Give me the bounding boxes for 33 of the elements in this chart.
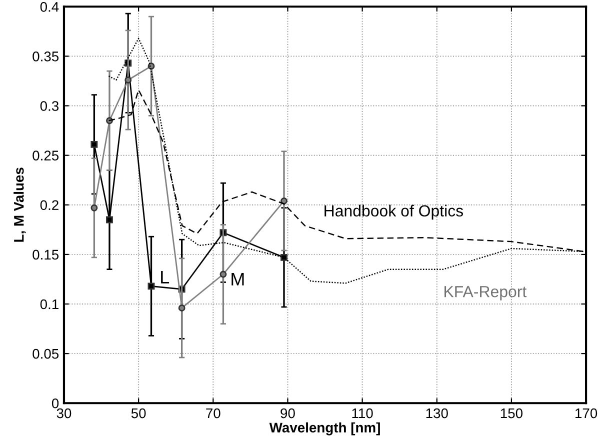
x-tick-label: 130	[426, 408, 448, 418]
annotation: M	[232, 272, 244, 286]
point	[178, 304, 186, 312]
point	[106, 216, 113, 224]
y-tick-label: 0.15	[32, 250, 59, 260]
point	[148, 282, 155, 290]
x-tick-label: 50	[131, 408, 146, 418]
x-tick-label: 150	[500, 408, 523, 418]
y-tick-label: 0.1	[40, 299, 58, 310]
point	[124, 76, 132, 84]
annotation: Handbook of Optics	[324, 204, 464, 220]
y-tick-label: 0.25	[32, 150, 59, 160]
x-tick-label: 70	[206, 408, 220, 418]
point	[280, 254, 288, 261]
x-tick-label: 30	[56, 408, 72, 418]
point	[148, 62, 155, 70]
x-tick-label: 90	[280, 408, 295, 418]
x-tick-label: 110	[352, 408, 373, 418]
y-tick-label: 0.05	[32, 348, 59, 359]
x-tick-label: 170	[576, 408, 598, 418]
y-axis-title: L, M Values	[14, 168, 26, 242]
annotation: L	[161, 270, 170, 284]
y-tick-label: 0.3	[40, 101, 59, 111]
y-tick-label: 0.2	[40, 200, 58, 210]
y-tick-label: 0.35	[32, 52, 59, 62]
annotation: KFA-Report	[444, 286, 527, 300]
point	[90, 140, 98, 148]
x-axis-title: Wavelength [nm]	[269, 422, 380, 436]
point	[220, 270, 227, 278]
point	[280, 197, 288, 204]
y-tick-label: 0.4	[40, 2, 59, 12]
y-tick-label: 0	[52, 398, 59, 408]
point	[90, 204, 98, 212]
